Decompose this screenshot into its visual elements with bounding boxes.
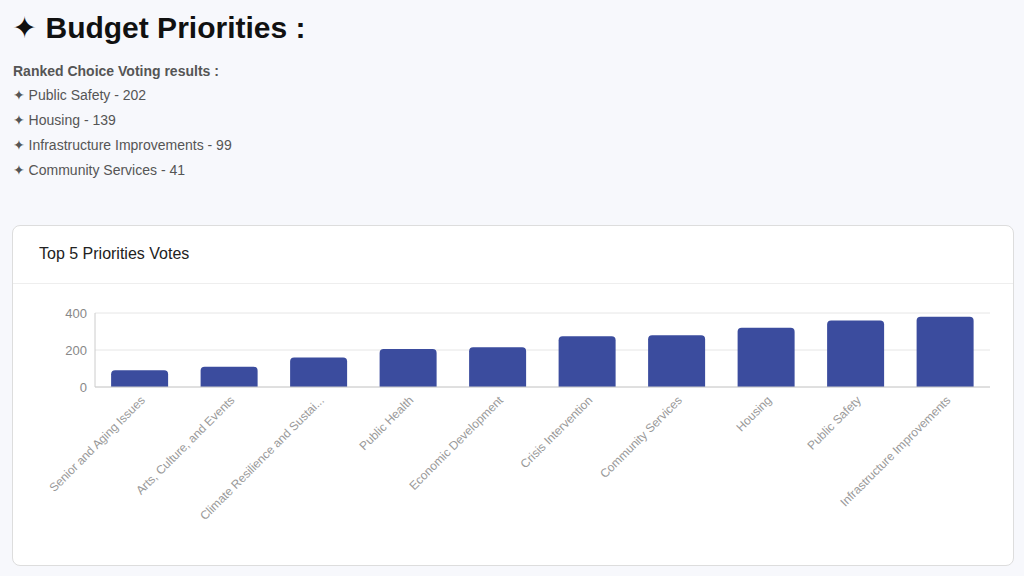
svg-text:Economic Development: Economic Development [406, 393, 506, 493]
svg-text:Public Safety: Public Safety [804, 393, 863, 452]
svg-text:Arts, Culture, and Events: Arts, Culture, and Events [133, 393, 237, 497]
html-text:✦ Community Services - 41: ✦ Community Services - 41 [13, 162, 185, 178]
html-text:✦ Housing - 139: ✦ Housing - 139 [13, 112, 116, 128]
svg-text:Housing: Housing [733, 393, 774, 434]
html-text:Top 5 Priorities Votes: Top 5 Priorities Votes [39, 245, 190, 262]
html-text:✦ Public Safety - 202: ✦ Public Safety - 202 [13, 87, 147, 103]
html-text:✦ Infrastructure Improvements: ✦ Infrastructure Improvements - 99 [13, 137, 232, 153]
svg-text:Senior and Aging Issues: Senior and Aging Issues [46, 393, 147, 494]
svg-text:Public Health: Public Health [356, 393, 416, 453]
svg-text:0: 0 [80, 380, 87, 395]
svg-text:Crisis Intervention: Crisis Intervention [518, 393, 596, 471]
html-text:Ranked Choice Voting results :: Ranked Choice Voting results : [13, 63, 219, 79]
svg-text:Community Services: Community Services [597, 393, 685, 481]
svg-text:Climate Resilience and Sustai.: Climate Resilience and Sustai... [197, 393, 327, 523]
html-text:✦ Budget Priorities :: ✦ Budget Priorities : [12, 11, 306, 44]
svg-text:400: 400 [65, 306, 87, 321]
svg-text:200: 200 [65, 343, 87, 358]
svg-text:Infrastructure Improvements: Infrastructure Improvements [837, 393, 953, 509]
